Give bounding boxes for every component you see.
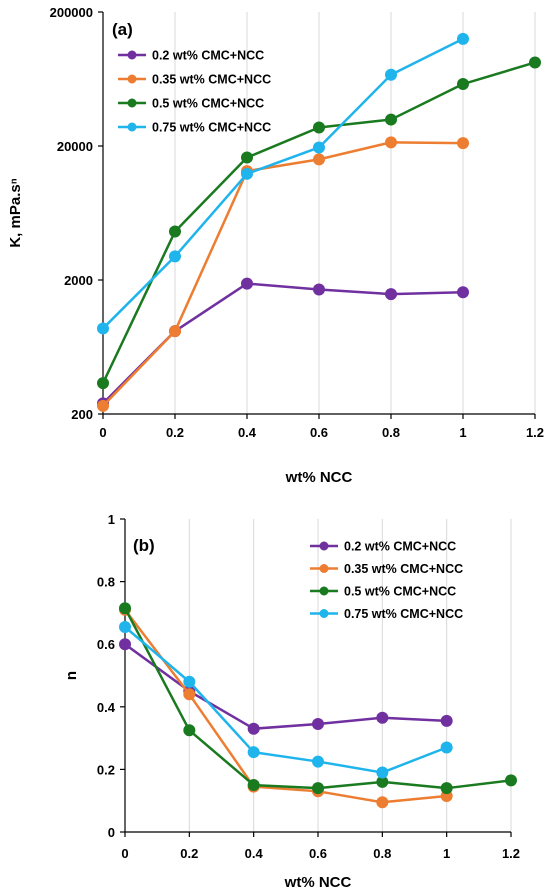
legend-entry-label: 0.75 wt% CMC+NCC	[152, 121, 271, 135]
legend-swatch-marker	[319, 541, 329, 551]
data-point-series-4	[97, 322, 109, 335]
data-point-series-4	[247, 746, 260, 759]
x-tick-label: 1	[459, 425, 466, 440]
series-line-1	[102, 282, 464, 405]
panel-label: (a)	[112, 20, 133, 39]
x-axis-label: wt% NCC	[285, 469, 353, 486]
legend-entry-label: 0.35 wt% CMC+NCC	[152, 73, 271, 87]
y-tick-label: 200000	[50, 5, 93, 20]
x-tick-label: 0.6	[310, 425, 328, 440]
data-point-series-3	[385, 113, 397, 126]
data-point-series-2	[376, 796, 389, 809]
data-point-series-4	[119, 620, 131, 633]
data-point-series-3	[247, 779, 260, 792]
chart-a: 0 0.2 0.4 0.6 0.8 1 1.2 200000 20000 2000 200 wt% N…	[7, 5, 544, 486]
y-tick-label: 0.2	[97, 762, 115, 777]
data-point-series-4	[457, 32, 469, 45]
data-point-series-1	[247, 722, 260, 735]
y-tick-label: 1	[108, 512, 115, 527]
data-point-series-2	[169, 325, 181, 338]
x-tick-label: 0.2	[166, 425, 184, 440]
legend-swatch-marker	[127, 74, 137, 84]
data-point-series-4	[241, 167, 253, 180]
x-tick-label: 0.8	[373, 846, 391, 861]
data-point-series-2	[385, 136, 397, 149]
data-point-series-3	[169, 225, 181, 238]
data-point-series-1	[312, 718, 324, 731]
data-point-series-2	[183, 688, 196, 701]
legend-entry-label: 0.5 wt% CMC+NCC	[344, 585, 456, 599]
data-point-series-1	[440, 714, 453, 727]
x-tick-label: 0.4	[238, 425, 257, 440]
series-line-1	[124, 643, 447, 730]
data-point-series-4	[169, 250, 181, 263]
series-line-4	[102, 37, 464, 330]
data-point-series-1	[385, 288, 397, 301]
x-tick-label: 0.8	[382, 425, 400, 440]
data-point-series-3	[183, 724, 196, 737]
legend-swatch-marker	[319, 609, 329, 618]
data-point-series-4	[440, 741, 453, 754]
y-tick-label: 0	[108, 825, 115, 840]
y-tick-label: 0.6	[97, 637, 115, 652]
data-point-series-3	[457, 78, 469, 91]
data-point-series-3	[376, 775, 389, 788]
data-point-series-1	[241, 277, 253, 290]
x-tick-label: 1.2	[502, 846, 520, 861]
data-point-series-3	[119, 602, 131, 615]
legend-swatch-marker	[319, 586, 329, 596]
data-point-series-3	[529, 56, 541, 69]
legend-entry-label: 0.75 wt% CMC+NCC	[344, 607, 463, 621]
y-tick-label: 20000	[57, 139, 93, 154]
x-tick-label: 1	[443, 846, 450, 861]
data-point-series-4	[312, 755, 324, 768]
y-tick-label: 0.4	[97, 700, 116, 715]
data-point-series-4	[376, 766, 389, 779]
data-point-series-1	[376, 711, 389, 724]
data-point-series-3	[97, 377, 109, 390]
legend-entry-label: 0.2 wt% CMC+NCC	[152, 49, 264, 63]
y-axis-label: K, mPa.sⁿ	[7, 178, 24, 247]
data-point-series-4	[183, 675, 196, 688]
x-tick-label: 0.6	[309, 846, 327, 861]
data-point-series-2	[457, 137, 469, 150]
data-point-series-3	[241, 151, 253, 164]
legend-swatch-marker	[127, 98, 137, 108]
x-axis-label: wt% NCC	[284, 874, 352, 891]
x-tick-label: 0.2	[180, 846, 198, 861]
data-point-series-3	[312, 782, 324, 795]
legend-swatch-marker	[319, 564, 329, 573]
chart-b: 0 0.2 0.4 0.6 0.8 1 1.2 1 0.8 0.6 0.4 0.2 0 wt% NCC n (…	[63, 512, 520, 891]
data-point-series-4	[385, 68, 397, 81]
x-tick-label: 0.4	[245, 846, 264, 861]
y-tick-label: 2000	[64, 273, 93, 288]
legend-swatch-marker	[127, 122, 137, 132]
y-tick-label: 200	[71, 407, 93, 422]
panel-label: (b)	[133, 536, 155, 555]
y-tick-label: 0.8	[97, 575, 115, 590]
data-point-series-3	[440, 782, 453, 795]
data-point-series-2	[313, 153, 325, 166]
legend-entry-label: 0.35 wt% CMC+NCC	[344, 562, 463, 576]
series-line-2	[124, 609, 447, 804]
x-tick-label: 1.2	[526, 425, 544, 440]
data-point-series-1	[313, 283, 325, 296]
legend-swatch-marker	[127, 50, 137, 60]
data-point-series-1	[457, 286, 469, 299]
x-tick-label: 0	[121, 846, 128, 861]
data-point-series-2	[97, 399, 109, 412]
data-point-series-3	[313, 121, 325, 134]
series-line-4	[124, 626, 448, 774]
y-axis-label: n	[63, 671, 80, 680]
x-tick-label: 0	[99, 425, 106, 440]
series-line-2	[102, 141, 464, 407]
legend-entry-label: 0.5 wt% CMC+NCC	[152, 97, 264, 111]
data-point-series-4	[313, 141, 325, 154]
legend-entry-label: 0.2 wt% CMC+NCC	[344, 540, 456, 554]
data-point-series-3	[505, 774, 517, 787]
data-point-series-1	[119, 638, 131, 651]
